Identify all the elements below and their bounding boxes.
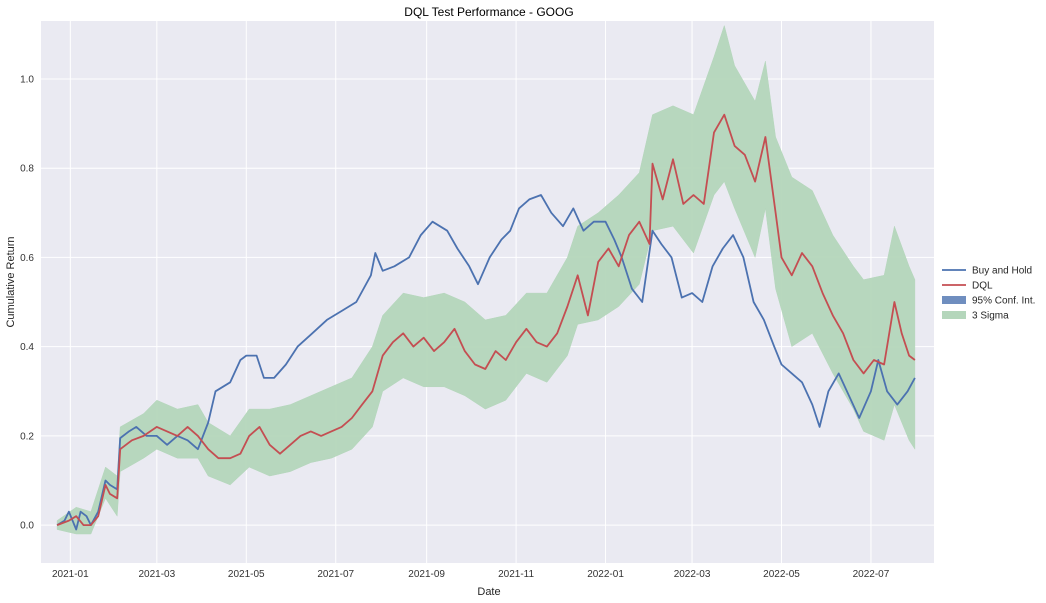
x-tick-label: 2022-05 bbox=[763, 569, 800, 580]
series-lines bbox=[56, 113, 916, 531]
x-tick-label: 2021-09 bbox=[408, 569, 445, 580]
legend-item: Buy and Hold bbox=[942, 266, 1032, 277]
series-line-buy-and-hold bbox=[56, 194, 916, 531]
y-axis-label: Cumulative Return bbox=[5, 236, 17, 327]
x-axis-label: Date bbox=[477, 586, 500, 598]
legend-label: Buy and Hold bbox=[972, 266, 1032, 277]
y-tick-label: 0.4 bbox=[20, 342, 34, 353]
y-tick-label: 0.6 bbox=[20, 253, 34, 264]
legend-label: DQL bbox=[972, 281, 993, 292]
y-axis-ticks: 0.0 0.2 0.4 0.6 0.8 1.0 bbox=[20, 74, 34, 531]
legend-swatch bbox=[942, 296, 966, 304]
x-axis-ticks: 2021-01 2021-03 2021-05 2021-07 2021-09 2021-… bbox=[52, 569, 890, 580]
y-tick-label: 0.2 bbox=[20, 431, 34, 442]
x-tick-label: 2022-03 bbox=[674, 569, 711, 580]
x-tick-label: 2021-05 bbox=[228, 569, 265, 580]
series-line-dql bbox=[56, 113, 916, 526]
y-tick-label: 0.8 bbox=[20, 164, 34, 175]
legend-item: 3 Sigma bbox=[942, 311, 1009, 322]
y-tick-label: 1.0 bbox=[20, 74, 34, 85]
x-tick-label: 2021-01 bbox=[52, 569, 89, 580]
x-tick-label: 2022-01 bbox=[587, 569, 624, 580]
confidence-bands bbox=[56, 24, 916, 535]
x-tick-label: 2021-07 bbox=[317, 569, 354, 580]
legend-swatch bbox=[942, 311, 966, 319]
legend-item: DQL bbox=[942, 281, 993, 292]
x-tick-label: 2021-11 bbox=[498, 569, 534, 580]
legend-label: 95% Conf. Int. bbox=[972, 296, 1035, 307]
x-tick-label: 2022-07 bbox=[853, 569, 890, 580]
legend-item: 95% Conf. Int. bbox=[942, 296, 1035, 307]
x-tick-label: 2021-03 bbox=[138, 569, 175, 580]
band-3-sigma bbox=[56, 24, 916, 535]
y-tick-label: 0.0 bbox=[20, 521, 34, 532]
legend: Buy and Hold DQL 95% Conf. Int. 3 Sigma bbox=[942, 266, 1035, 322]
legend-label: 3 Sigma bbox=[972, 311, 1009, 322]
chart-title: DQL Test Performance - GOOG bbox=[404, 5, 573, 19]
